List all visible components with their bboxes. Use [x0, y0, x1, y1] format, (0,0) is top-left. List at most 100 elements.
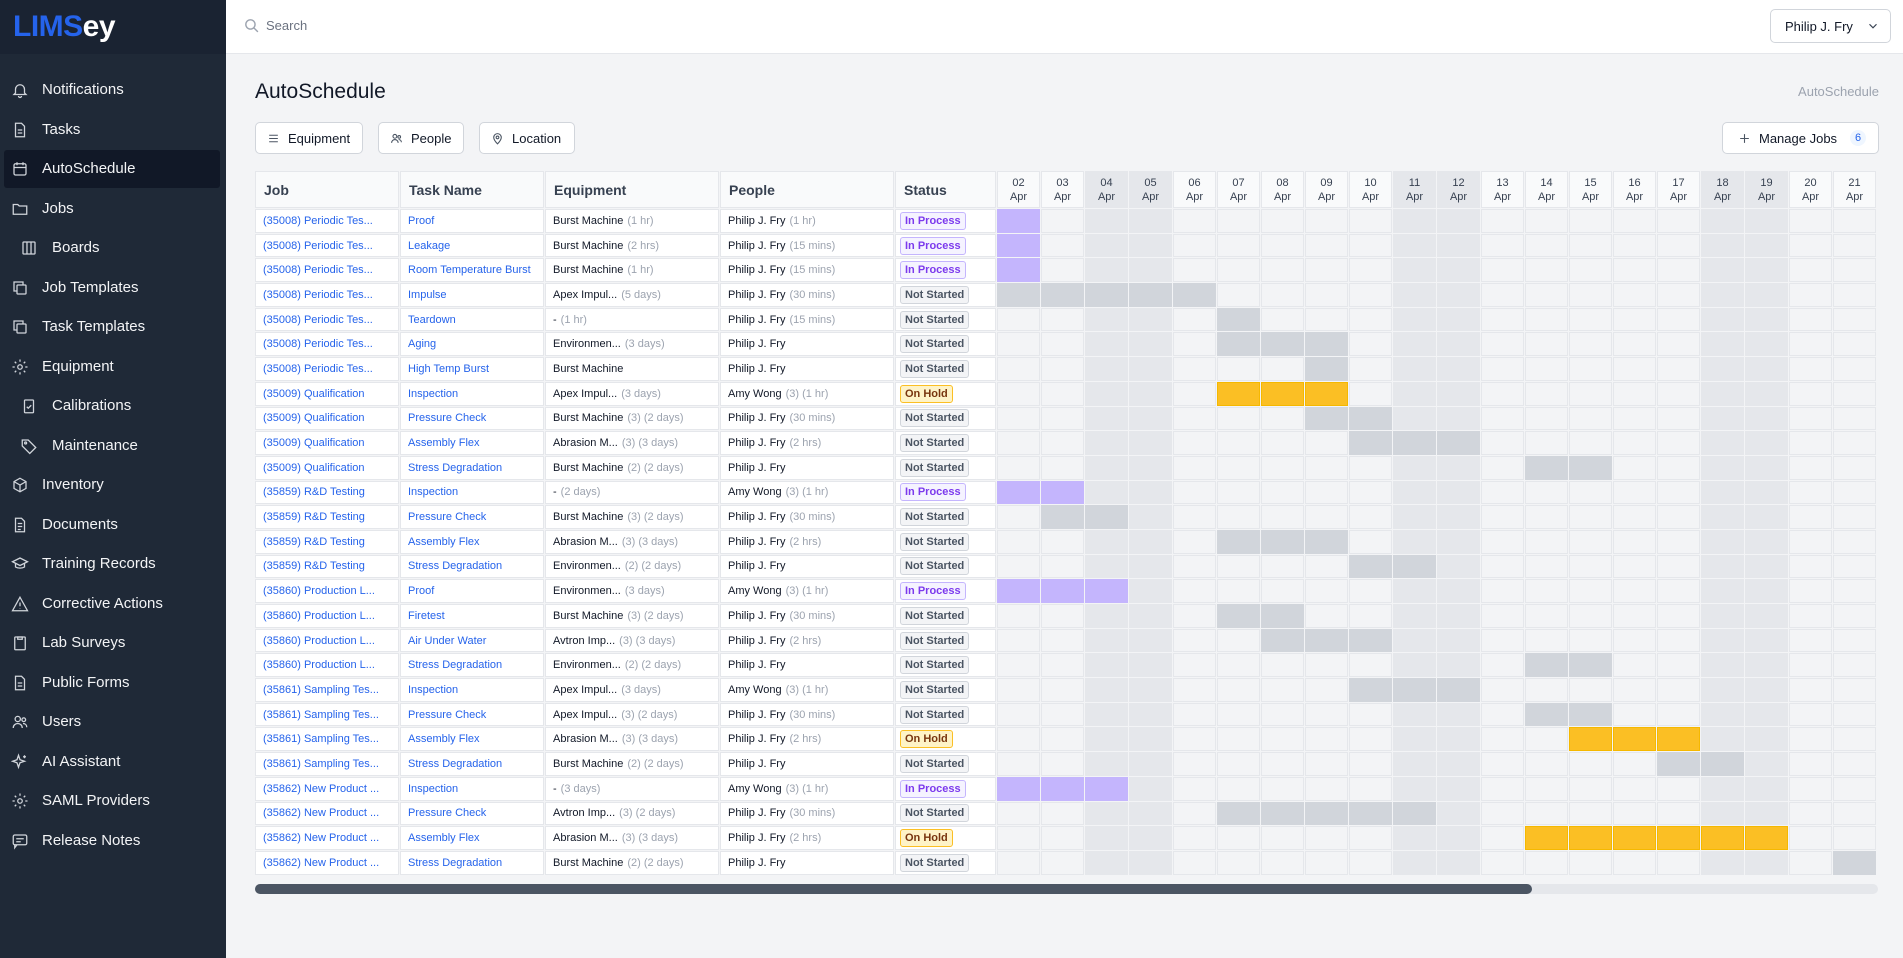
schedule-day-cell[interactable]	[1569, 357, 1612, 381]
schedule-day-cell[interactable]	[1173, 431, 1216, 455]
schedule-day-cell[interactable]	[997, 529, 1040, 554]
schedule-day-cell[interactable]	[1173, 554, 1216, 579]
sidebar-item-calibrations[interactable]: Calibrations	[0, 386, 226, 426]
schedule-day-cell[interactable]	[1041, 307, 1084, 332]
schedule-day-cell[interactable]	[1305, 752, 1348, 776]
schedule-day-cell[interactable]	[1437, 801, 1480, 826]
job-link[interactable]: (35862) New Product ...	[255, 801, 399, 826]
schedule-day-cell[interactable]	[1789, 776, 1832, 801]
schedule-day-cell[interactable]	[1525, 406, 1568, 431]
schedule-day-cell[interactable]	[1525, 332, 1568, 357]
schedule-day-cell[interactable]	[1041, 233, 1084, 258]
schedule-day-cell[interactable]	[1437, 480, 1480, 505]
schedule-day-cell[interactable]	[1745, 678, 1788, 702]
schedule-day-cell[interactable]	[1261, 752, 1304, 776]
schedule-day-cell[interactable]	[1085, 604, 1128, 628]
schedule-bar-cell[interactable]	[1393, 431, 1436, 455]
schedule-day-cell[interactable]	[1833, 406, 1876, 431]
schedule-day-cell[interactable]	[1305, 850, 1348, 875]
job-link[interactable]: (35008) Periodic Tes...	[255, 209, 399, 233]
job-link[interactable]: (35859) R&D Testing	[255, 505, 399, 529]
task-link[interactable]: Impulse	[400, 283, 544, 307]
schedule-day-cell[interactable]	[1261, 283, 1304, 307]
schedule-bar-cell[interactable]	[997, 776, 1040, 801]
schedule-day-cell[interactable]	[1261, 826, 1304, 850]
column-header-people[interactable]: People	[720, 171, 894, 208]
schedule-day-cell[interactable]	[1393, 826, 1436, 850]
schedule-day-cell[interactable]	[1789, 307, 1832, 332]
job-link[interactable]: (35859) R&D Testing	[255, 554, 399, 579]
schedule-day-cell[interactable]	[1129, 628, 1172, 653]
schedule-day-cell[interactable]	[1525, 850, 1568, 875]
job-link[interactable]: (35008) Periodic Tes...	[255, 258, 399, 283]
schedule-day-cell[interactable]	[1349, 604, 1392, 628]
schedule-bar-cell[interactable]	[1085, 579, 1128, 603]
schedule-day-cell[interactable]	[1657, 307, 1700, 332]
schedule-bar-cell[interactable]	[1701, 752, 1744, 776]
schedule-day-cell[interactable]	[1393, 604, 1436, 628]
schedule-day-cell[interactable]	[1041, 653, 1084, 678]
schedule-day-cell[interactable]	[1085, 258, 1128, 283]
schedule-day-cell[interactable]	[1129, 480, 1172, 505]
schedule-day-cell[interactable]	[1129, 357, 1172, 381]
schedule-day-cell[interactable]	[1789, 357, 1832, 381]
sidebar-item-corrective-actions[interactable]: Corrective Actions	[0, 584, 226, 624]
schedule-day-cell[interactable]	[1833, 579, 1876, 603]
sidebar-item-job-templates[interactable]: Job Templates	[0, 268, 226, 308]
job-link[interactable]: (35860) Production L...	[255, 579, 399, 603]
schedule-day-cell[interactable]	[997, 307, 1040, 332]
schedule-day-cell[interactable]	[1217, 776, 1260, 801]
schedule-bar-cell[interactable]	[1657, 826, 1700, 850]
schedule-bar-cell[interactable]	[1393, 801, 1436, 826]
schedule-day-cell[interactable]	[1217, 579, 1260, 603]
schedule-day-cell[interactable]	[1393, 628, 1436, 653]
schedule-day-cell[interactable]	[1393, 307, 1436, 332]
schedule-day-cell[interactable]	[1041, 554, 1084, 579]
schedule-day-cell[interactable]	[1041, 406, 1084, 431]
schedule-day-cell[interactable]	[1481, 604, 1524, 628]
equipment-filter-button[interactable]: Equipment	[255, 122, 363, 154]
schedule-day-cell[interactable]	[1349, 209, 1392, 233]
schedule-day-cell[interactable]	[1613, 406, 1656, 431]
schedule-day-cell[interactable]	[1173, 307, 1216, 332]
schedule-day-cell[interactable]	[997, 752, 1040, 776]
schedule-day-cell[interactable]	[1657, 678, 1700, 702]
schedule-bar-cell[interactable]	[1525, 702, 1568, 727]
schedule-day-cell[interactable]	[1393, 332, 1436, 357]
schedule-day-cell[interactable]	[1745, 604, 1788, 628]
schedule-day-cell[interactable]	[997, 727, 1040, 752]
schedule-day-cell[interactable]	[1129, 233, 1172, 258]
schedule-day-cell[interactable]	[1833, 628, 1876, 653]
schedule-day-cell[interactable]	[1657, 653, 1700, 678]
schedule-bar-cell[interactable]	[997, 579, 1040, 603]
schedule-day-cell[interactable]	[1393, 579, 1436, 603]
job-link[interactable]: (35860) Production L...	[255, 628, 399, 653]
schedule-day-cell[interactable]	[1129, 776, 1172, 801]
schedule-bar-cell[interactable]	[1569, 455, 1612, 480]
schedule-day-cell[interactable]	[1701, 233, 1744, 258]
schedule-bar-cell[interactable]	[997, 233, 1040, 258]
task-link[interactable]: Pressure Check	[400, 801, 544, 826]
schedule-day-cell[interactable]	[1569, 505, 1612, 529]
schedule-day-cell[interactable]	[1481, 332, 1524, 357]
schedule-day-cell[interactable]	[1217, 727, 1260, 752]
schedule-day-cell[interactable]	[1789, 752, 1832, 776]
schedule-day-cell[interactable]	[1217, 258, 1260, 283]
job-link[interactable]: (35009) Qualification	[255, 381, 399, 406]
schedule-day-cell[interactable]	[1305, 678, 1348, 702]
schedule-day-cell[interactable]	[1789, 209, 1832, 233]
schedule-day-cell[interactable]	[1789, 653, 1832, 678]
schedule-day-cell[interactable]	[1481, 381, 1524, 406]
schedule-day-cell[interactable]	[1085, 653, 1128, 678]
schedule-day-cell[interactable]	[1349, 258, 1392, 283]
schedule-day-cell[interactable]	[1041, 357, 1084, 381]
schedule-day-cell[interactable]	[1349, 505, 1392, 529]
schedule-day-cell[interactable]	[1701, 653, 1744, 678]
schedule-day-cell[interactable]	[1613, 233, 1656, 258]
schedule-day-cell[interactable]	[1393, 406, 1436, 431]
schedule-day-cell[interactable]	[1305, 505, 1348, 529]
job-link[interactable]: (35009) Qualification	[255, 455, 399, 480]
schedule-day-cell[interactable]	[1437, 455, 1480, 480]
schedule-bar-cell[interactable]	[1217, 529, 1260, 554]
schedule-day-cell[interactable]	[1173, 801, 1216, 826]
